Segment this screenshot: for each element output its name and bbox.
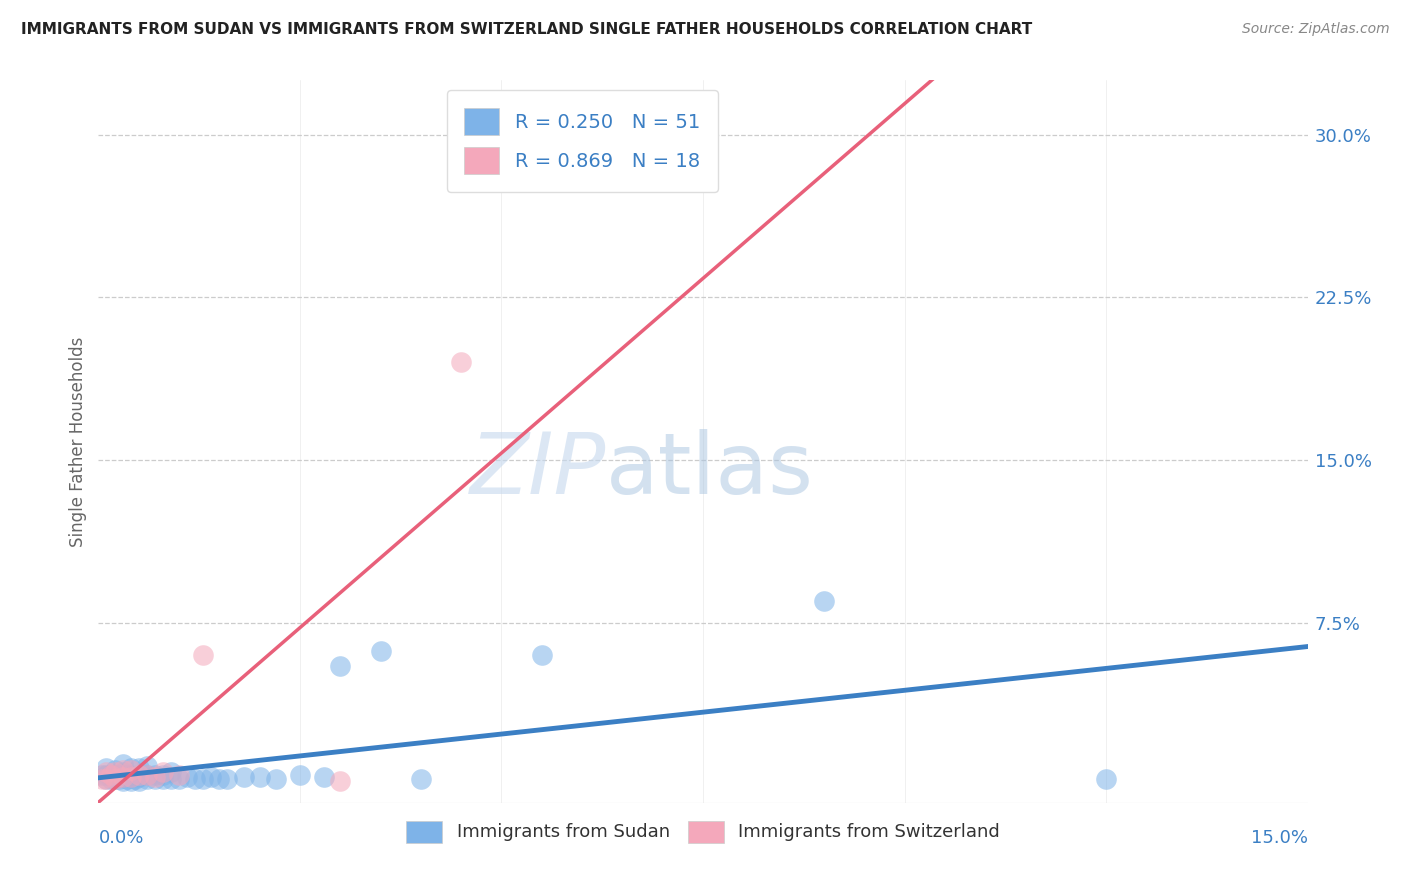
- Point: [370, 644, 392, 658]
- Point: [103, 772, 125, 786]
- Point: [135, 759, 157, 773]
- Point: [111, 770, 134, 784]
- Point: [120, 774, 142, 789]
- Point: [409, 772, 432, 786]
- Point: [111, 774, 134, 789]
- Point: [96, 767, 118, 781]
- Point: [91, 767, 114, 781]
- Point: [143, 767, 166, 781]
- Point: [217, 772, 239, 786]
- Point: [314, 770, 336, 784]
- Point: [111, 770, 134, 784]
- Point: [103, 772, 125, 786]
- Point: [264, 772, 287, 786]
- Point: [167, 772, 190, 786]
- Point: [329, 659, 352, 673]
- Point: [107, 772, 129, 786]
- Point: [143, 772, 166, 786]
- Point: [152, 765, 174, 780]
- Point: [111, 764, 134, 778]
- Point: [120, 770, 142, 784]
- Legend: Immigrants from Sudan, Immigrants from Switzerland: Immigrants from Sudan, Immigrants from S…: [396, 812, 1010, 852]
- Point: [128, 767, 150, 781]
- Point: [96, 765, 118, 780]
- Text: ZIP: ZIP: [470, 429, 606, 512]
- Point: [100, 767, 122, 781]
- Point: [200, 770, 222, 784]
- Point: [103, 764, 125, 778]
- Point: [530, 648, 553, 663]
- Point: [135, 767, 157, 781]
- Text: 15.0%: 15.0%: [1250, 829, 1308, 847]
- Point: [91, 772, 114, 786]
- Point: [450, 355, 472, 369]
- Point: [208, 772, 231, 786]
- Point: [107, 767, 129, 781]
- Point: [160, 772, 183, 786]
- Point: [135, 772, 157, 786]
- Point: [103, 767, 125, 781]
- Point: [152, 767, 174, 781]
- Point: [1095, 772, 1118, 786]
- Point: [143, 770, 166, 784]
- Point: [128, 770, 150, 784]
- Point: [160, 765, 183, 780]
- Point: [120, 764, 142, 778]
- Point: [167, 767, 190, 781]
- Point: [115, 767, 138, 781]
- Point: [249, 770, 271, 784]
- Point: [96, 772, 118, 786]
- Point: [100, 767, 122, 781]
- Text: IMMIGRANTS FROM SUDAN VS IMMIGRANTS FROM SWITZERLAND SINGLE FATHER HOUSEHOLDS CO: IMMIGRANTS FROM SUDAN VS IMMIGRANTS FROM…: [21, 22, 1032, 37]
- Point: [120, 767, 142, 781]
- Point: [288, 767, 311, 781]
- Point: [176, 770, 198, 784]
- Point: [193, 772, 215, 786]
- Point: [124, 772, 146, 786]
- Point: [135, 767, 157, 781]
- Text: Source: ZipAtlas.com: Source: ZipAtlas.com: [1241, 22, 1389, 37]
- Point: [111, 765, 134, 780]
- Point: [120, 761, 142, 775]
- Point: [96, 761, 118, 775]
- Point: [152, 772, 174, 786]
- Point: [100, 772, 122, 786]
- Point: [329, 774, 352, 789]
- Point: [184, 772, 207, 786]
- Point: [128, 774, 150, 789]
- Point: [193, 648, 215, 663]
- Point: [813, 594, 835, 608]
- Point: [111, 756, 134, 771]
- Text: atlas: atlas: [606, 429, 814, 512]
- Point: [96, 772, 118, 786]
- Point: [128, 761, 150, 775]
- Point: [115, 772, 138, 786]
- Y-axis label: Single Father Households: Single Father Households: [69, 336, 87, 547]
- Text: 0.0%: 0.0%: [98, 829, 143, 847]
- Point: [103, 765, 125, 780]
- Point: [232, 770, 254, 784]
